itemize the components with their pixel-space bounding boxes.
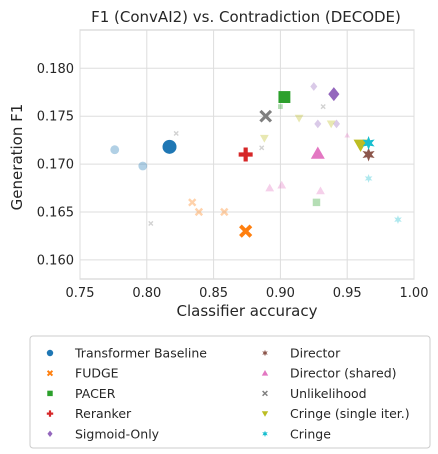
data-point xyxy=(362,136,375,151)
data-point xyxy=(277,180,287,189)
data-point xyxy=(138,161,148,171)
y-tick-label: 0.175 xyxy=(37,110,74,125)
data-point xyxy=(220,207,229,217)
x-tick-label: 0.95 xyxy=(333,286,362,301)
data-point xyxy=(320,104,326,110)
legend: Transformer Baseline FUDGE PACER Reranker Si… xyxy=(46,346,410,441)
data-point xyxy=(316,186,325,195)
data-point xyxy=(332,119,341,129)
data-point xyxy=(110,145,120,155)
data-point xyxy=(310,82,318,91)
legend-label: Cringe xyxy=(290,426,331,441)
legend-label: Reranker xyxy=(75,406,132,421)
data-point xyxy=(259,145,265,151)
legend-label: Unlikelihood xyxy=(290,386,367,401)
legend-marker xyxy=(46,410,54,417)
x-axis-title: Classifier accuracy xyxy=(177,302,318,320)
data-point xyxy=(364,174,373,183)
data-point xyxy=(194,207,204,217)
y-axis-title: Generation F1 xyxy=(8,104,26,211)
data-point xyxy=(326,120,336,129)
y-tick-label: 0.170 xyxy=(37,158,74,173)
x-tick-label: 0.80 xyxy=(132,286,161,301)
data-point xyxy=(173,130,179,137)
legend-label: Director (shared) xyxy=(290,366,397,381)
x-tick-label: 1.00 xyxy=(400,286,429,301)
data-point xyxy=(344,132,350,138)
y-tick-labels: 0.160 0.165 0.170 0.175 0.180 xyxy=(37,62,74,269)
data-point xyxy=(353,139,368,152)
data-point xyxy=(362,147,375,162)
data-point xyxy=(314,119,322,129)
y-tick-label: 0.165 xyxy=(37,205,74,220)
legend-label: FUDGE xyxy=(75,366,119,381)
data-point xyxy=(278,91,291,103)
data-point xyxy=(162,139,177,154)
y-tick-label: 0.180 xyxy=(37,62,74,77)
grid-lines xyxy=(79,30,415,279)
data-point xyxy=(148,220,154,227)
data-point xyxy=(259,109,273,123)
legend-label: Transformer Baseline xyxy=(74,346,207,361)
data-point xyxy=(312,198,321,207)
legend-marker xyxy=(47,430,53,437)
legend-marker xyxy=(47,390,53,397)
y-tick-label: 0.160 xyxy=(37,253,74,268)
legend-label: PACER xyxy=(75,386,116,401)
data-point xyxy=(328,87,340,102)
legend-marker xyxy=(261,370,269,376)
data-point xyxy=(394,215,402,225)
data-point xyxy=(265,183,275,192)
legend-marker xyxy=(262,430,268,437)
data-point xyxy=(188,198,197,207)
x-tick-labels: 0.75 0.80 0.85 0.90 0.95 1.00 xyxy=(66,286,429,301)
x-tick-label: 0.85 xyxy=(199,286,228,301)
legend-label: Sigmoid-Only xyxy=(75,426,160,441)
data-point xyxy=(278,104,283,109)
legend-box xyxy=(29,335,431,449)
data-point xyxy=(259,134,269,143)
legend-marker xyxy=(46,370,54,377)
data-point xyxy=(238,147,253,162)
legend-label: Cringe (single iter.) xyxy=(290,406,410,421)
legend-marker xyxy=(262,390,268,397)
data-points xyxy=(110,82,402,238)
data-point xyxy=(294,114,304,123)
legend-marker xyxy=(46,349,54,357)
x-tick-label: 0.75 xyxy=(66,286,95,301)
legend-marker xyxy=(262,349,268,357)
legend-label: Director xyxy=(290,346,341,361)
legend-marker xyxy=(261,411,269,417)
chart-title: F1 (ConvAI2) vs. Contradiction (DECODE) xyxy=(91,8,401,26)
x-tick-label: 0.90 xyxy=(266,286,295,301)
data-point xyxy=(310,146,325,159)
data-point xyxy=(239,224,253,238)
